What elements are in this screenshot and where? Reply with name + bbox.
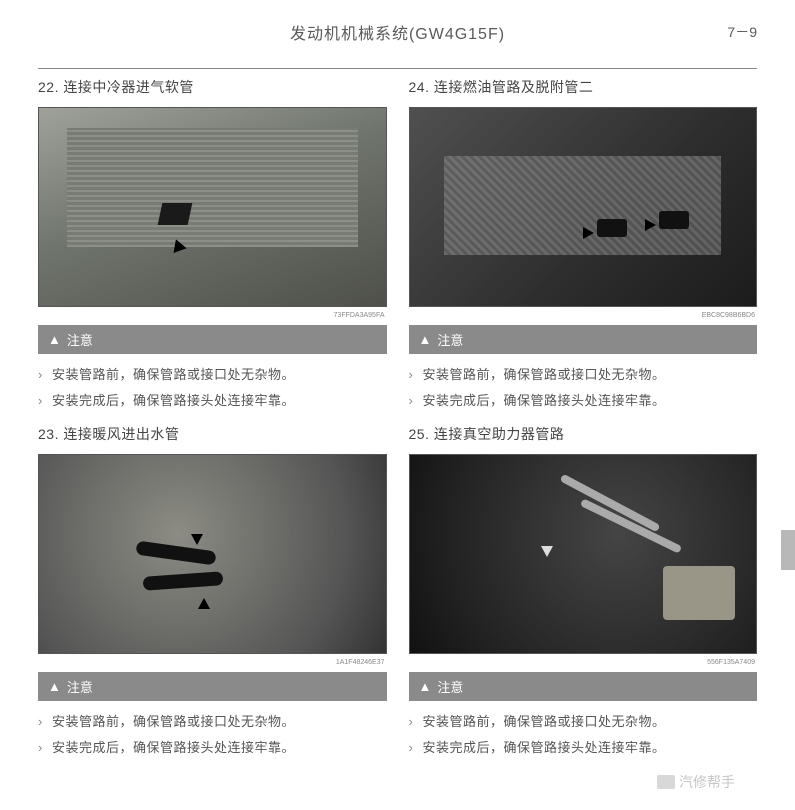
content-columns: 22. 连接中冷器进气软管 73FFDA3A95FA ▲ 注意 安装管路前，确保… [38,69,757,771]
notice-label: 注意 [437,330,463,349]
step-text: 连接燃油管路及脱附管二 [434,79,594,95]
notice-item: 安装完成后，确保管路接头处连接牢靠。 [423,735,758,761]
notice-label: 注意 [67,330,93,349]
step-22-title: 22. 连接中冷器进气软管 [38,77,387,97]
notice-item: 安装管路前，确保管路或接口处无杂物。 [52,362,387,388]
notice-item: 安装管路前，确保管路或接口处无杂物。 [423,709,758,735]
step-text: 连接暖风进出水管 [63,426,179,442]
photo-code: EBC8C98B6BD6 [702,312,755,319]
page-header: 发动机机械系统(GW4G15F) 7－9 [38,20,757,54]
step-text: 连接真空助力器管路 [434,426,565,442]
manual-page: 发动机机械系统(GW4G15F) 7－9 22. 连接中冷器进气软管 73FFD… [0,0,795,771]
step-24-photo [409,107,758,307]
right-column: 24. 连接燃油管路及脱附管二 EBC8C98B6BD6 ▲ 注意 安装管路前，… [409,69,758,771]
watermark-text: 汽修帮手 [679,772,735,792]
step-23-photo-wrap: 1A1F48246E37 [38,454,387,654]
step-number: 24. [409,79,430,95]
step-25-title: 25. 连接真空助力器管路 [409,424,758,444]
step-24-title: 24. 连接燃油管路及脱附管二 [409,77,758,97]
notice-label: 注意 [437,677,463,696]
photo-code: 556F135A7409 [707,659,755,666]
notice-list: 安装管路前，确保管路或接口处无杂物。 安装完成后，确保管路接头处连接牢靠。 [38,709,387,761]
step-25-photo-wrap: 556F135A7409 [409,454,758,654]
watermark-icon [657,775,675,789]
notice-list: 安装管路前，确保管路或接口处无杂物。 安装完成后，确保管路接头处连接牢靠。 [409,362,758,414]
step-text: 连接中冷器进气软管 [63,79,194,95]
photo-code: 1A1F48246E37 [336,659,385,666]
step-25-photo [409,454,758,654]
notice-list: 安装管路前，确保管路或接口处无杂物。 安装完成后，确保管路接头处连接牢靠。 [409,709,758,761]
warning-icon: ▲ [48,679,61,694]
step-22-photo [38,107,387,307]
step-number: 25. [409,426,430,442]
notice-bar: ▲ 注意 [409,325,758,354]
notice-list: 安装管路前，确保管路或接口处无杂物。 安装完成后，确保管路接头处连接牢靠。 [38,362,387,414]
notice-item: 安装完成后，确保管路接头处连接牢靠。 [423,388,758,414]
step-22-photo-wrap: 73FFDA3A95FA [38,107,387,307]
warning-icon: ▲ [48,332,61,347]
notice-bar: ▲ 注意 [409,672,758,701]
left-column: 22. 连接中冷器进气软管 73FFDA3A95FA ▲ 注意 安装管路前，确保… [38,69,387,771]
notice-item: 安装完成后，确保管路接头处连接牢靠。 [52,388,387,414]
warning-icon: ▲ [419,332,432,347]
step-23-photo [38,454,387,654]
notice-bar: ▲ 注意 [38,672,387,701]
photo-code: 73FFDA3A95FA [334,312,385,319]
step-number: 22. [38,79,59,95]
step-24-photo-wrap: EBC8C98B6BD6 [409,107,758,307]
notice-bar: ▲ 注意 [38,325,387,354]
step-23-title: 23. 连接暖风进出水管 [38,424,387,444]
section-tab [781,530,795,570]
notice-item: 安装管路前，确保管路或接口处无杂物。 [423,362,758,388]
notice-item: 安装管路前，确保管路或接口处无杂物。 [52,709,387,735]
notice-label: 注意 [67,677,93,696]
header-title: 发动机机械系统(GW4G15F) [290,20,505,44]
watermark: 汽修帮手 [657,772,735,792]
page-number: 7－9 [727,22,757,42]
warning-icon: ▲ [419,679,432,694]
step-number: 23. [38,426,59,442]
notice-item: 安装完成后，确保管路接头处连接牢靠。 [52,735,387,761]
